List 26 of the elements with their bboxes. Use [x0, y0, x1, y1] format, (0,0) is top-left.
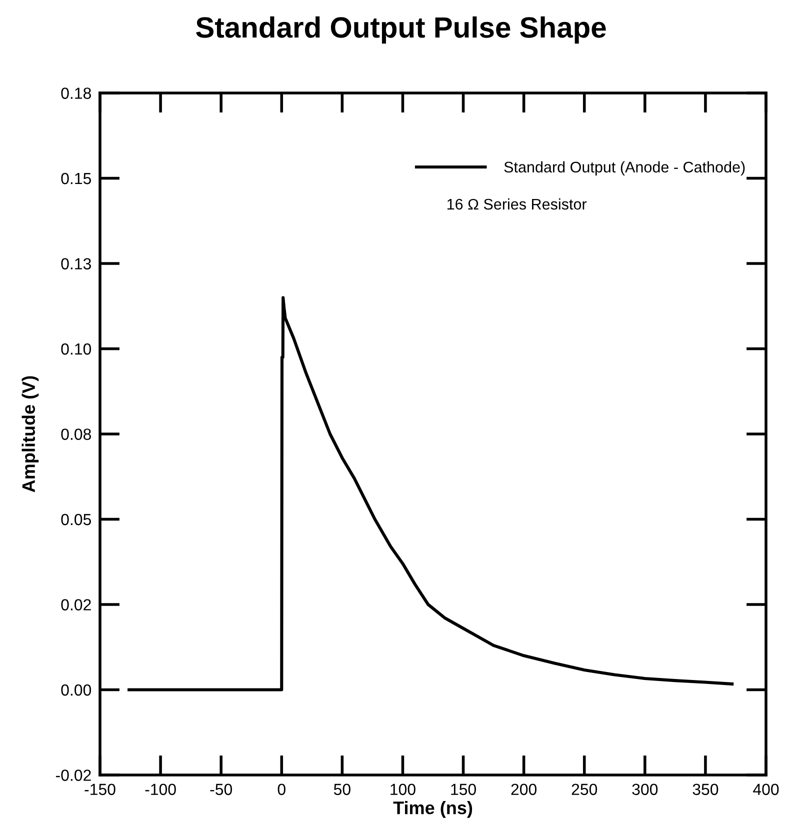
- y-tick-label: 0.00: [61, 684, 92, 696]
- x-tick-label: 0: [278, 784, 286, 796]
- x-tick-label: 100: [390, 784, 416, 796]
- y-tick-label: 0.10: [61, 343, 92, 355]
- x-tick-label: 400: [753, 784, 779, 796]
- x-tick-label: -150: [84, 784, 116, 796]
- y-tick-label: 0.13: [61, 258, 91, 270]
- y-tick-label: 0.08: [61, 428, 91, 440]
- x-tick-label: 250: [572, 784, 598, 796]
- x-tick-label: -50: [210, 784, 232, 796]
- y-tick-label: 0.18: [61, 88, 91, 99]
- y-tick-label: -0.02: [56, 770, 91, 781]
- chart-title: Standard Output Pulse Shape: [196, 16, 606, 44]
- y-tick-label: 0.05: [61, 514, 91, 526]
- x-tick-label: -100: [145, 784, 176, 796]
- x-tick-label: 350: [692, 784, 718, 796]
- x-axis-title: Time (ns): [393, 801, 472, 818]
- x-tick-label: 200: [511, 784, 537, 796]
- legend-label: Standard Output (Anode - Cathode): [504, 161, 745, 176]
- y-tick-label: 0.02: [61, 599, 91, 610]
- annotation: 16 Ω Series Resistor: [447, 198, 587, 210]
- x-tick-label: 150: [451, 784, 476, 796]
- y-tick-label: 0.15: [61, 172, 91, 184]
- y-axis-title: Amplitude (V): [22, 376, 39, 492]
- x-tick-label: 300: [632, 784, 658, 796]
- x-tick-label: 50: [334, 784, 350, 796]
